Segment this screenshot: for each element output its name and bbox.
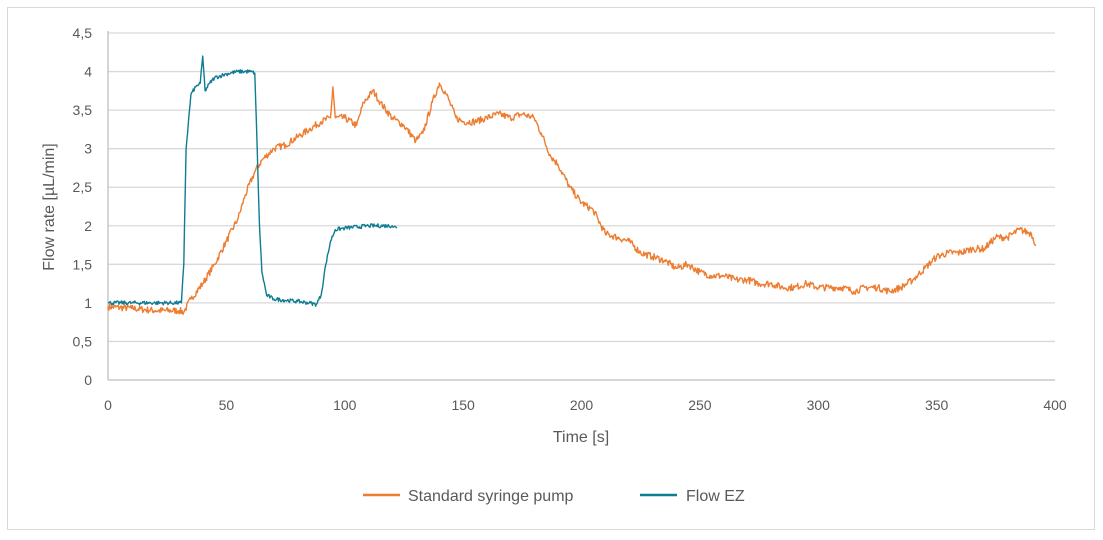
- x-tick-label: 300: [807, 397, 831, 413]
- x-tick-label: 350: [925, 397, 949, 413]
- x-axis-title: Time [s]: [553, 429, 609, 446]
- y-tick-label: 1,5: [73, 256, 93, 272]
- x-tick-label: 0: [104, 397, 112, 413]
- y-tick-labels: 0 0,5 1 1,5 2 2,5 3 3,5 4 4,5: [73, 25, 93, 388]
- series-lines: [107, 55, 1037, 316]
- y-tick-label: 2: [84, 218, 92, 234]
- y-tick-label: 1: [84, 295, 92, 311]
- legend-label-standard: Standard syringe pump: [408, 488, 574, 505]
- y-tick-label: 4: [84, 64, 92, 80]
- x-tick-label: 200: [570, 397, 594, 413]
- y-tick-label: 2,5: [73, 179, 93, 195]
- y-tick-label: 0,5: [73, 333, 93, 349]
- y-tick-label: 3: [84, 141, 92, 157]
- legend: Standard syringe pump Flow EZ: [363, 488, 745, 505]
- x-tick-label: 250: [688, 397, 712, 413]
- y-tick-label: 0: [84, 372, 92, 388]
- y-axis-title: Flow rate [µL/min]: [41, 143, 58, 270]
- y-tick-label: 3,5: [73, 102, 93, 118]
- x-tick-label: 150: [451, 397, 475, 413]
- x-tick-label: 400: [1043, 397, 1067, 413]
- x-tick-labels: 0 50 100 150 200 250 300 350 400: [104, 397, 1067, 413]
- x-tick-label: 50: [219, 397, 235, 413]
- y-tick-label: 4,5: [73, 25, 93, 41]
- legend-label-flow-ez: Flow EZ: [686, 488, 745, 505]
- gridlines: [107, 31, 1055, 381]
- series-line-flow-ez: [107, 55, 398, 307]
- series-line-standard-syringe-pump: [107, 82, 1037, 316]
- chart-frame: [7, 7, 1095, 530]
- x-tick-label: 100: [333, 397, 357, 413]
